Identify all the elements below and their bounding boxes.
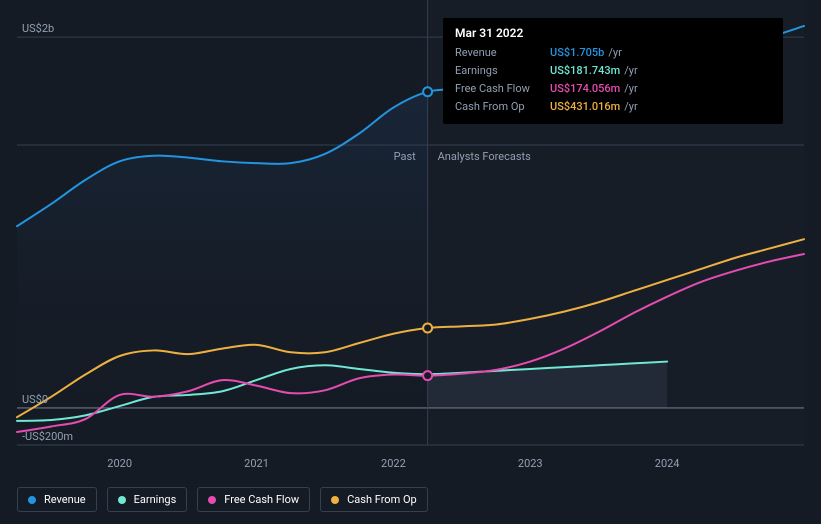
- revenue-marker: [423, 87, 432, 96]
- forecast-section-label: Analysts Forecasts: [438, 150, 531, 163]
- x-tick-label: 2023: [518, 457, 543, 470]
- tooltip-date: Mar 31 2022: [455, 26, 771, 40]
- legend-item-earnings[interactable]: Earnings: [107, 487, 188, 512]
- legend-dot-icon: [331, 496, 339, 504]
- legend-dot-icon: [208, 496, 216, 504]
- tooltip-row-label: Revenue: [455, 44, 550, 62]
- legend-item-label: Earnings: [134, 493, 177, 506]
- legend-item-label: Cash From Op: [347, 493, 417, 506]
- tooltip-row: Cash From OpUS$431.016m/yr: [455, 98, 771, 116]
- tooltip-row: Free Cash FlowUS$174.056m/yr: [455, 80, 771, 98]
- chart-legend: Revenue Earnings Free Cash Flow Cash From O…: [17, 487, 428, 512]
- tooltip-row-value: US$1.705b: [550, 44, 604, 62]
- x-tick-label: 2020: [107, 457, 132, 470]
- tooltip-row-unit: /yr: [624, 80, 637, 98]
- tooltip-row-unit: /yr: [624, 62, 637, 80]
- x-tick-label: 2022: [381, 457, 406, 470]
- legend-item-label: Revenue: [44, 493, 86, 506]
- past-section-label: Past: [394, 150, 416, 163]
- financial-chart: US$2b US$0 -US$200m 2020 2021 2022 2023 2024 P…: [0, 0, 821, 524]
- legend-item-cash_from_op[interactable]: Cash From Op: [320, 487, 428, 512]
- tooltip-row-value: US$174.056m: [550, 80, 620, 98]
- legend-item-revenue[interactable]: Revenue: [17, 487, 97, 512]
- tooltip-row-value: US$181.743m: [550, 62, 620, 80]
- y-tick-label: -US$200m: [22, 430, 73, 443]
- tooltip-row-unit: /yr: [624, 98, 637, 116]
- legend-item-label: Free Cash Flow: [224, 493, 299, 506]
- tooltip-row-unit: /yr: [608, 44, 621, 62]
- tooltip-row-label: Cash From Op: [455, 98, 550, 116]
- tooltip-row-value: US$431.016m: [550, 98, 620, 116]
- tooltip-row: EarningsUS$181.743m/yr: [455, 62, 771, 80]
- y-tick-label: US$2b: [22, 22, 54, 35]
- chart-tooltip: Mar 31 2022 RevenueUS$1.705b/yrEarningsU…: [443, 18, 783, 124]
- x-tick-label: 2021: [244, 457, 269, 470]
- tooltip-row-label: Free Cash Flow: [455, 80, 550, 98]
- legend-dot-icon: [28, 496, 36, 504]
- legend-dot-icon: [118, 496, 126, 504]
- y-tick-label: US$0: [22, 393, 48, 406]
- tooltip-row-label: Earnings: [455, 62, 550, 80]
- fcf-marker: [423, 371, 432, 380]
- cash_from_op-marker: [423, 324, 432, 333]
- legend-item-fcf[interactable]: Free Cash Flow: [197, 487, 310, 512]
- x-tick-label: 2024: [655, 457, 680, 470]
- tooltip-row: RevenueUS$1.705b/yr: [455, 44, 771, 62]
